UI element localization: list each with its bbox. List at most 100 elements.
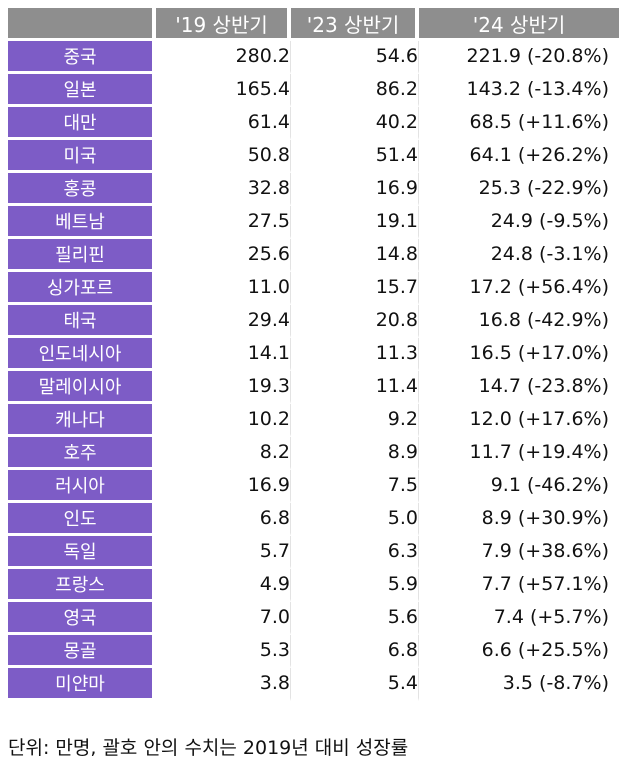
country-cell: 홍콩: [8, 173, 156, 206]
value-2024-cell: 64.1 (+26.2%): [419, 140, 619, 173]
value-2019-cell: 165.4: [156, 74, 291, 107]
table-row: 베트남 27.5 19.1 24.9 (-9.5%): [8, 206, 619, 239]
value-2023-cell: 11.4: [291, 371, 419, 404]
value-2019-cell: 10.2: [156, 404, 291, 437]
table-row: 독일 5.7 6.3 7.9 (+38.6%): [8, 536, 619, 569]
country-cell: 독일: [8, 536, 156, 569]
country-cell: 캐나다: [8, 404, 156, 437]
table-row: 대만 61.4 40.2 68.5 (+11.6%): [8, 107, 619, 140]
country-cell: 말레이시아: [8, 371, 156, 404]
value-2024-cell: 6.6 (+25.5%): [419, 635, 619, 668]
table-row: 영국 7.0 5.6 7.4 (+5.7%): [8, 602, 619, 635]
table-row: 미얀마 3.8 5.4 3.5 (-8.7%): [8, 668, 619, 701]
country-cell: 베트남: [8, 206, 156, 239]
value-2019-cell: 29.4: [156, 305, 291, 338]
table-row: 일본 165.4 86.2 143.2 (-13.4%): [8, 74, 619, 107]
country-cell: 미얀마: [8, 668, 156, 701]
value-2019-cell: 6.8: [156, 503, 291, 536]
header-2019: '19 상반기: [156, 8, 291, 41]
value-2019-cell: 25.6: [156, 239, 291, 272]
value-2023-cell: 5.4: [291, 668, 419, 701]
value-2024-cell: 3.5 (-8.7%): [419, 668, 619, 701]
value-2019-cell: 280.2: [156, 41, 291, 74]
value-2023-cell: 86.2: [291, 74, 419, 107]
value-2019-cell: 5.3: [156, 635, 291, 668]
country-cell: 미국: [8, 140, 156, 173]
table-row: 필리핀 25.6 14.8 24.8 (-3.1%): [8, 239, 619, 272]
table-row: 몽골 5.3 6.8 6.6 (+25.5%): [8, 635, 619, 668]
country-cell: 대만: [8, 107, 156, 140]
value-2023-cell: 5.6: [291, 602, 419, 635]
table-body: 중국 280.2 54.6 221.9 (-20.8%) 일본 165.4 86.2 143.…: [8, 41, 619, 701]
value-2019-cell: 19.3: [156, 371, 291, 404]
table-row: 홍콩 32.8 16.9 25.3 (-22.9%): [8, 173, 619, 206]
value-2023-cell: 5.0: [291, 503, 419, 536]
table-row: 프랑스 4.9 5.9 7.7 (+57.1%): [8, 569, 619, 602]
value-2023-cell: 14.8: [291, 239, 419, 272]
value-2024-cell: 11.7 (+19.4%): [419, 437, 619, 470]
value-2024-cell: 17.2 (+56.4%): [419, 272, 619, 305]
value-2019-cell: 27.5: [156, 206, 291, 239]
country-cell: 싱가포르: [8, 272, 156, 305]
table-row: 태국 29.4 20.8 16.8 (-42.9%): [8, 305, 619, 338]
country-cell: 태국: [8, 305, 156, 338]
value-2023-cell: 15.7: [291, 272, 419, 305]
value-2023-cell: 40.2: [291, 107, 419, 140]
header-blank: [8, 8, 156, 41]
table-row: 싱가포르 11.0 15.7 17.2 (+56.4%): [8, 272, 619, 305]
value-2024-cell: 16.5 (+17.0%): [419, 338, 619, 371]
value-2023-cell: 9.2: [291, 404, 419, 437]
value-2024-cell: 7.4 (+5.7%): [419, 602, 619, 635]
value-2019-cell: 61.4: [156, 107, 291, 140]
value-2024-cell: 25.3 (-22.9%): [419, 173, 619, 206]
value-2019-cell: 5.7: [156, 536, 291, 569]
country-cell: 영국: [8, 602, 156, 635]
value-2024-cell: 143.2 (-13.4%): [419, 74, 619, 107]
table-row: 말레이시아 19.3 11.4 14.7 (-23.8%): [8, 371, 619, 404]
value-2023-cell: 5.9: [291, 569, 419, 602]
value-2019-cell: 16.9: [156, 470, 291, 503]
value-2024-cell: 9.1 (-46.2%): [419, 470, 619, 503]
value-2024-cell: 16.8 (-42.9%): [419, 305, 619, 338]
value-2024-cell: 12.0 (+17.6%): [419, 404, 619, 437]
value-2023-cell: 6.8: [291, 635, 419, 668]
unit-note: 단위: 만명, 괄호 안의 수치는 2019년 대비 성장률: [8, 737, 409, 759]
table-row: 인도 6.8 5.0 8.9 (+30.9%): [8, 503, 619, 536]
value-2023-cell: 20.8: [291, 305, 419, 338]
value-2024-cell: 14.7 (-23.8%): [419, 371, 619, 404]
value-2024-cell: 24.9 (-9.5%): [419, 206, 619, 239]
table-row: 캐나다 10.2 9.2 12.0 (+17.6%): [8, 404, 619, 437]
value-2023-cell: 7.5: [291, 470, 419, 503]
value-2019-cell: 8.2: [156, 437, 291, 470]
value-2024-cell: 7.7 (+57.1%): [419, 569, 619, 602]
value-2019-cell: 7.0: [156, 602, 291, 635]
country-cell: 인도: [8, 503, 156, 536]
value-2023-cell: 16.9: [291, 173, 419, 206]
table-row: 호주 8.2 8.9 11.7 (+19.4%): [8, 437, 619, 470]
value-2019-cell: 50.8: [156, 140, 291, 173]
value-2019-cell: 4.9: [156, 569, 291, 602]
value-2023-cell: 54.6: [291, 41, 419, 74]
header-2023: '23 상반기: [291, 8, 419, 41]
country-cell: 몽골: [8, 635, 156, 668]
country-cell: 중국: [8, 41, 156, 74]
country-cell: 일본: [8, 74, 156, 107]
value-2024-cell: 7.9 (+38.6%): [419, 536, 619, 569]
country-cell: 인도네시아: [8, 338, 156, 371]
value-2019-cell: 3.8: [156, 668, 291, 701]
table-row: 중국 280.2 54.6 221.9 (-20.8%): [8, 41, 619, 74]
country-cell: 프랑스: [8, 569, 156, 602]
data-table: '19 상반기 '23 상반기 '24 상반기 중국 280.2 54.6 221.9…: [8, 8, 619, 701]
value-2023-cell: 6.3: [291, 536, 419, 569]
header-2024: '24 상반기: [419, 8, 619, 41]
table-row: 인도네시아 14.1 11.3 16.5 (+17.0%): [8, 338, 619, 371]
value-2024-cell: 24.8 (-3.1%): [419, 239, 619, 272]
country-cell: 필리핀: [8, 239, 156, 272]
table-row: 미국 50.8 51.4 64.1 (+26.2%): [8, 140, 619, 173]
value-2019-cell: 14.1: [156, 338, 291, 371]
value-2019-cell: 11.0: [156, 272, 291, 305]
value-2024-cell: 68.5 (+11.6%): [419, 107, 619, 140]
header-row: '19 상반기 '23 상반기 '24 상반기: [8, 8, 619, 41]
country-cell: 러시아: [8, 470, 156, 503]
value-2023-cell: 51.4: [291, 140, 419, 173]
